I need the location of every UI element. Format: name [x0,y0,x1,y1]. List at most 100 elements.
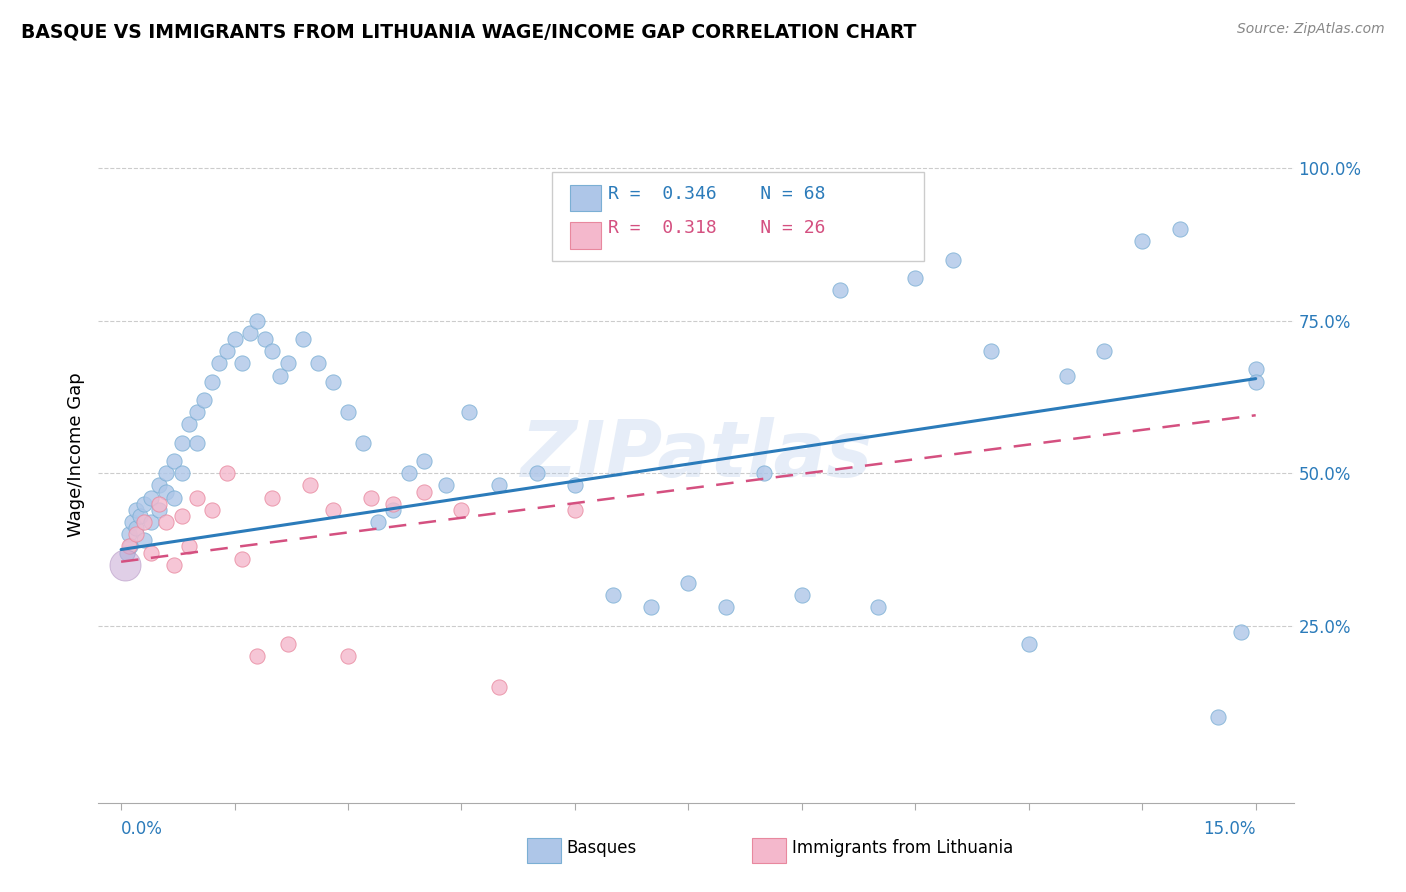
Point [186,405,208,419]
Text: 0.0%: 0.0% [121,820,163,838]
Point [148,497,170,511]
Point [148,503,170,517]
Point [1018,637,1040,651]
Point [201,375,224,389]
Point [129,508,152,523]
Point [163,558,186,572]
Point [1206,710,1229,724]
Point [141,491,163,505]
Point [450,503,472,517]
Point [224,332,246,346]
Point [201,503,224,517]
Point [246,649,269,664]
Point [602,588,624,602]
Point [337,649,360,664]
Point [186,435,208,450]
Point [170,467,193,481]
Point [526,467,548,481]
Point [179,540,201,554]
Point [1244,362,1267,376]
Point [360,491,382,505]
Point [114,558,136,572]
Point [322,375,344,389]
Text: 15.0%: 15.0% [1204,820,1256,838]
Point [434,478,457,492]
Point [942,252,965,267]
Point [193,392,215,407]
Point [120,540,142,554]
Point [141,515,163,529]
Point [412,484,434,499]
Point [170,435,193,450]
Point [163,491,186,505]
Point [125,521,148,535]
Point [155,515,177,529]
Point [118,527,141,541]
Point [299,478,322,492]
Point [118,540,141,554]
Point [1168,222,1191,236]
Point [115,545,138,559]
Point [231,356,253,370]
Point [231,551,253,566]
Point [269,368,291,383]
Point [186,491,208,505]
Point [716,600,738,615]
Point [121,515,143,529]
Point [141,545,163,559]
Point [155,467,177,481]
Y-axis label: Wage/Income Gap: Wage/Income Gap [66,373,84,537]
Point [1056,368,1078,383]
Point [564,503,586,517]
Point [253,332,276,346]
Point [276,356,298,370]
Point [239,326,262,340]
Point [790,588,813,602]
Point [866,600,889,615]
Point [1244,375,1267,389]
Point [337,405,360,419]
Point [170,508,193,523]
Point [148,478,170,492]
Point [980,344,1002,359]
Point [215,344,238,359]
Text: ZIPatlas: ZIPatlas [520,417,872,493]
Point [678,576,700,591]
Point [262,491,284,505]
Point [291,332,314,346]
Point [367,515,389,529]
Point [752,467,775,481]
Point [125,503,148,517]
Point [488,680,510,694]
Point [1229,624,1251,639]
Text: BASQUE VS IMMIGRANTS FROM LITHUANIA WAGE/INCOME GAP CORRELATION CHART: BASQUE VS IMMIGRANTS FROM LITHUANIA WAGE… [21,22,917,41]
Point [382,497,405,511]
Text: R =  0.346    N = 68: R = 0.346 N = 68 [607,185,825,202]
Point [458,405,481,419]
Text: Basques: Basques [567,839,637,857]
Point [307,356,329,370]
Point [132,533,155,548]
Point [412,454,434,468]
Point [382,503,405,517]
Point [398,467,420,481]
Point [1130,235,1153,249]
Text: Source: ZipAtlas.com: Source: ZipAtlas.com [1237,22,1385,37]
Point [155,484,177,499]
Point [246,313,269,327]
Text: R =  0.318    N = 26: R = 0.318 N = 26 [607,219,825,237]
Text: Immigrants from Lithuania: Immigrants from Lithuania [792,839,1012,857]
Point [828,283,851,297]
Point [322,503,344,517]
Point [132,497,155,511]
Point [215,467,238,481]
Point [640,600,662,615]
Point [179,417,201,432]
Point [125,527,148,541]
Point [352,435,374,450]
Point [163,454,186,468]
Point [132,515,155,529]
Point [904,271,927,285]
Point [564,478,586,492]
Point [262,344,284,359]
